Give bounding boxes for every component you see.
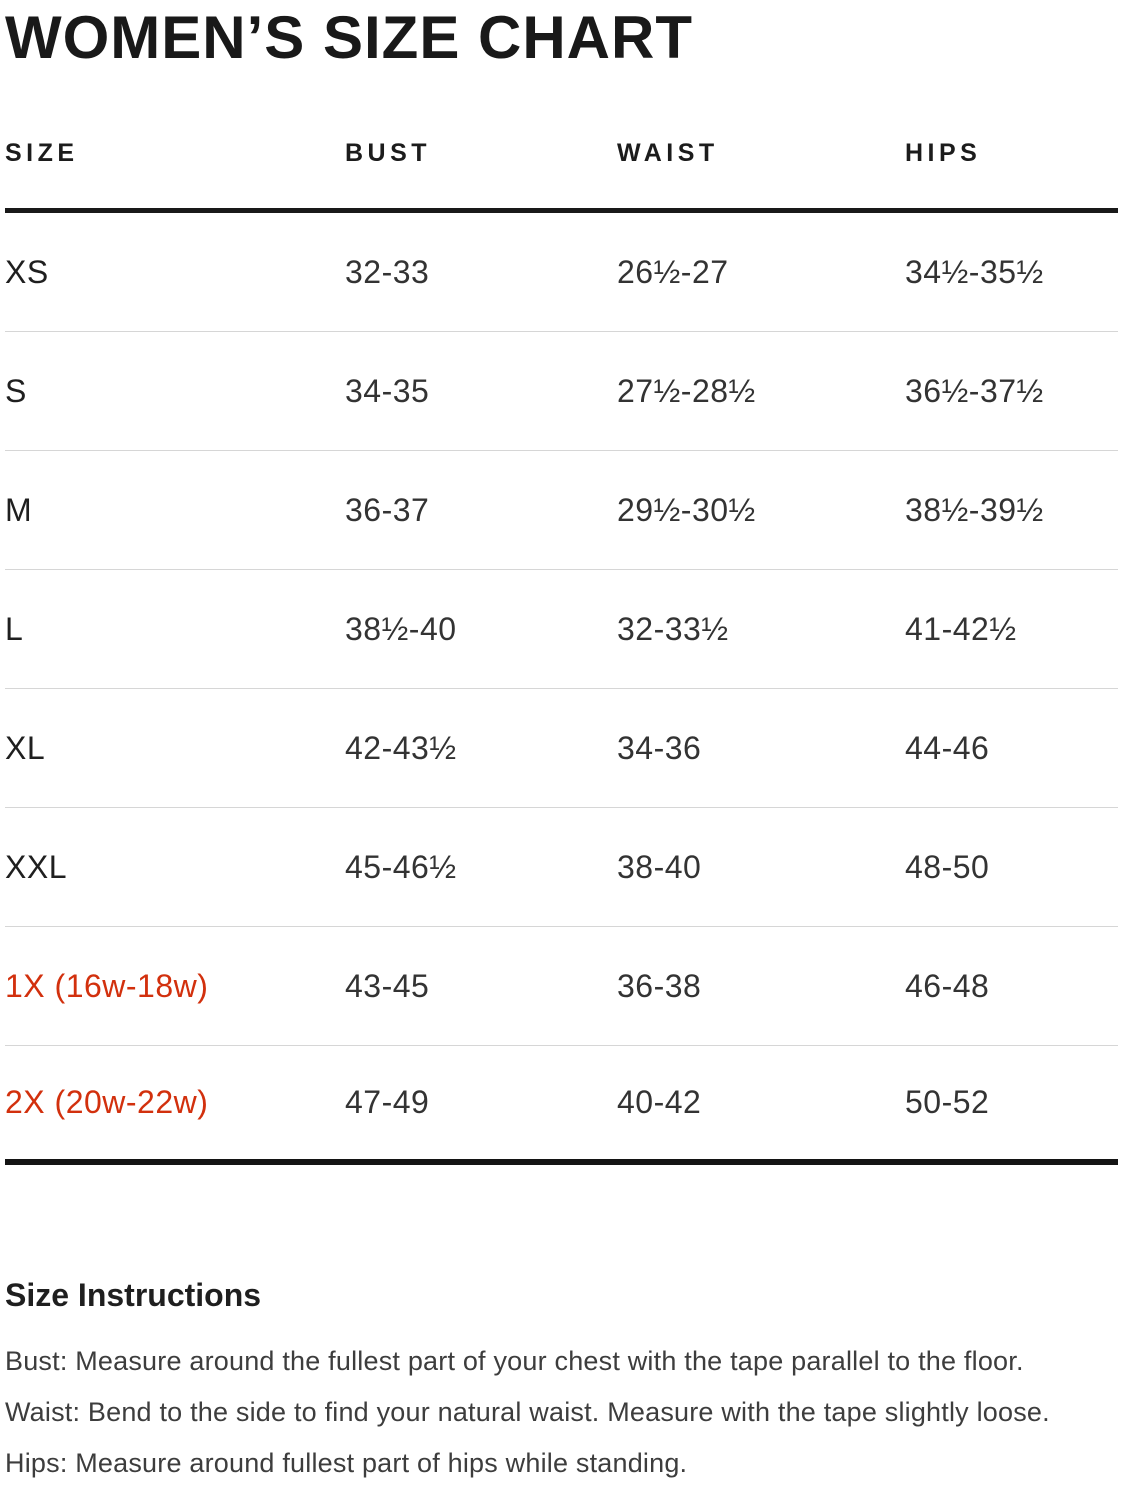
size-cell: S: [5, 372, 27, 409]
waist-cell: 26½-27: [617, 253, 729, 290]
table-row: S 34-35 27½-28½ 36½-37½: [5, 332, 1118, 451]
hips-cell: 34½-35½: [905, 253, 1044, 290]
hips-cell: 38½-39½: [905, 491, 1044, 528]
size-cell: 2X (20w-22w): [5, 1084, 209, 1120]
table-row: L 38½-40 32-33½ 41-42½: [5, 570, 1118, 689]
hips-cell: 41-42½: [905, 610, 1017, 647]
bust-cell: 43-45: [345, 967, 430, 1004]
waist-cell: 40-42: [617, 1084, 702, 1120]
waist-cell: 27½-28½: [617, 372, 756, 409]
waist-cell: 29½-30½: [617, 491, 756, 528]
hips-cell: 36½-37½: [905, 372, 1044, 409]
table-row: 2X (20w-22w) 47-49 40-42 50-52: [5, 1046, 1118, 1165]
size-cell: M: [5, 491, 33, 528]
instructions-heading: Size Instructions: [5, 1277, 262, 1313]
size-cell: XXL: [5, 848, 67, 885]
size-instructions-section: Size Instructions Bust: Measure around t…: [5, 1277, 1118, 1489]
bust-cell: 47-49: [345, 1084, 430, 1120]
hips-cell: 46-48: [905, 967, 990, 1004]
instruction-hips: Hips: Measure around fullest part of hip…: [5, 1448, 688, 1478]
size-cell: 1X (16w-18w): [5, 967, 209, 1004]
table-header-row: SIZE BUST WAIST HIPS: [5, 69, 1118, 213]
bust-cell: 42-43½: [345, 729, 457, 766]
size-cell: XS: [5, 253, 49, 290]
bust-cell: 34-35: [345, 372, 430, 409]
column-header-waist: WAIST: [617, 139, 719, 167]
instruction-bust: Bust: Measure around the fullest part of…: [5, 1346, 1024, 1376]
table-row: M 36-37 29½-30½ 38½-39½: [5, 451, 1118, 570]
column-header-hips: HIPS: [905, 139, 982, 167]
table-row: XS 32-33 26½-27 34½-35½: [5, 213, 1118, 332]
instruction-waist: Waist: Bend to the side to find your nat…: [5, 1397, 1050, 1427]
waist-cell: 34-36: [617, 729, 702, 766]
size-cell: L: [5, 610, 24, 647]
page-title: WOMEN’S SIZE CHART: [5, 4, 693, 71]
bust-cell: 45-46½: [345, 848, 457, 885]
waist-cell: 38-40: [617, 848, 702, 885]
column-header-bust: BUST: [345, 139, 432, 167]
size-cell: XL: [5, 729, 46, 766]
bust-cell: 36-37: [345, 491, 430, 528]
table-row: XXL 45-46½ 38-40 48-50: [5, 808, 1118, 927]
table-row: 1X (16w-18w) 43-45 36-38 46-48: [5, 927, 1118, 1046]
table-row: XL 42-43½ 34-36 44-46: [5, 689, 1118, 808]
bust-cell: 32-33: [345, 253, 430, 290]
bust-cell: 38½-40: [345, 610, 457, 647]
hips-cell: 48-50: [905, 848, 990, 885]
waist-cell: 36-38: [617, 967, 702, 1004]
hips-cell: 50-52: [905, 1084, 990, 1120]
waist-cell: 32-33½: [617, 610, 729, 647]
hips-cell: 44-46: [905, 729, 990, 766]
column-header-size: SIZE: [5, 139, 79, 167]
